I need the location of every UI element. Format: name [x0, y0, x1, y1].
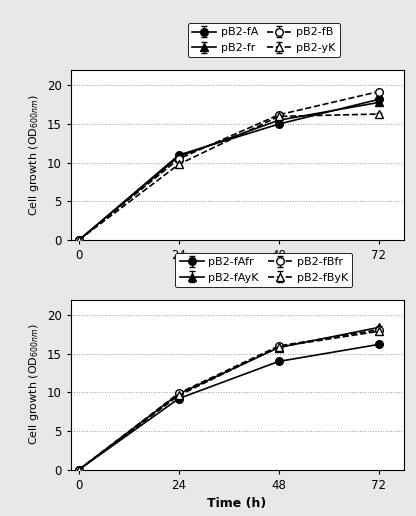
Legend: pB2-fA, pB2-fr, pB2-fB, pB2-yK: pB2-fA, pB2-fr, pB2-fB, pB2-yK — [188, 23, 340, 57]
Legend: pB2-fAfr, pB2-fAyK, pB2-fBfr, pB2-fByK: pB2-fAfr, pB2-fAyK, pB2-fBfr, pB2-fByK — [175, 252, 352, 287]
X-axis label: Time (h): Time (h) — [208, 497, 267, 510]
X-axis label: Time (h): Time (h) — [208, 267, 267, 281]
Y-axis label: Cell growth (OD$_{600nm}$): Cell growth (OD$_{600nm}$) — [27, 94, 41, 216]
Y-axis label: Cell growth (OD$_{600nm}$): Cell growth (OD$_{600nm}$) — [27, 324, 41, 445]
